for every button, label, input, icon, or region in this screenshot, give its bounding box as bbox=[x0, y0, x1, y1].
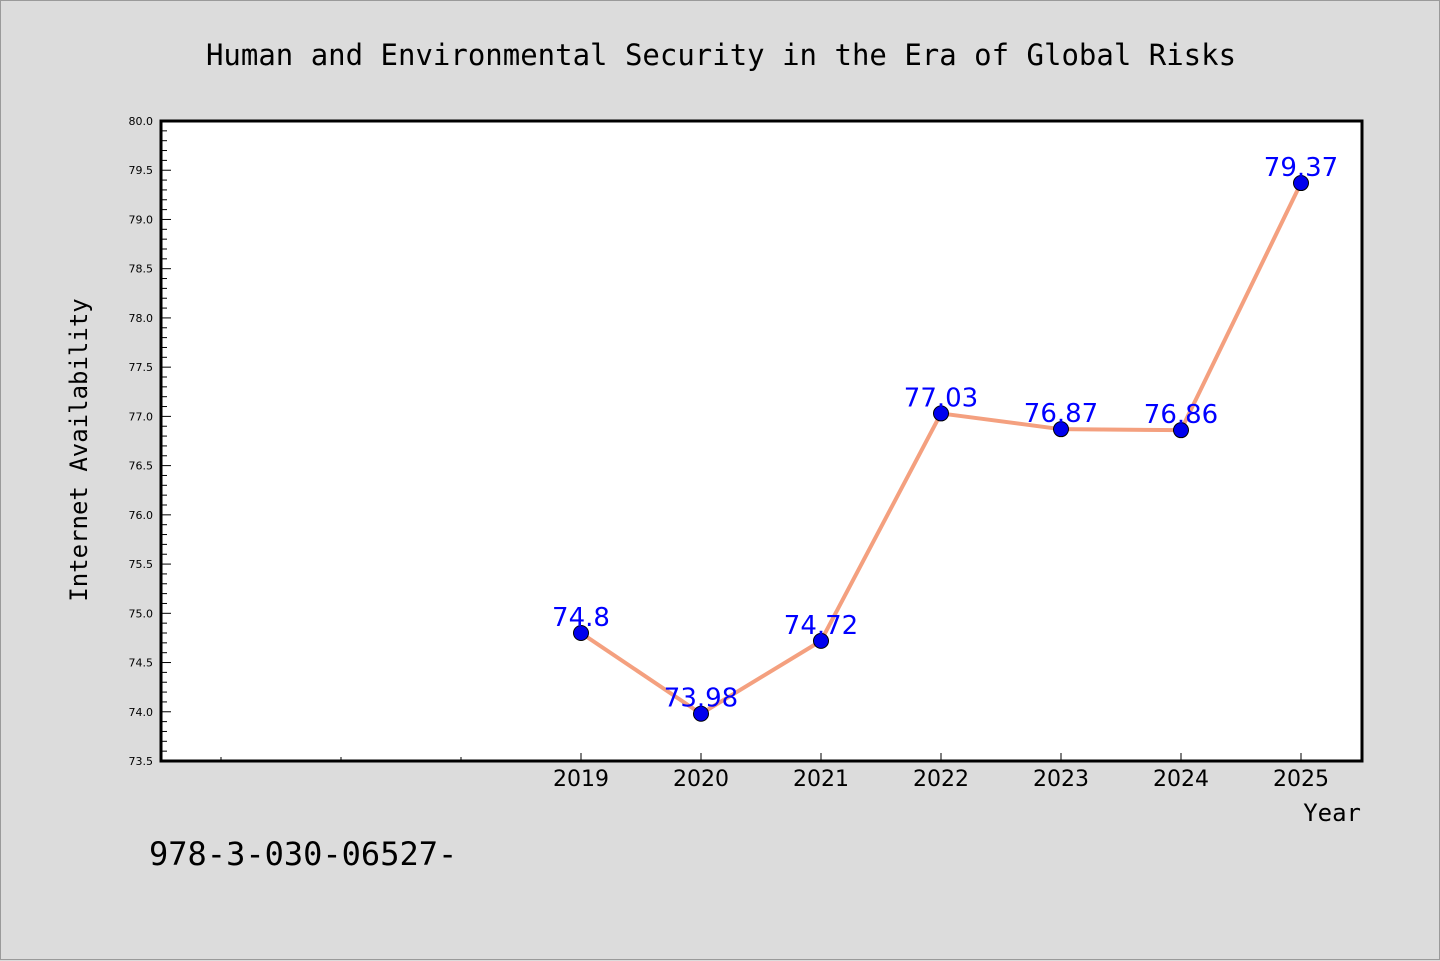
y-tick-label: 77.5 bbox=[129, 361, 154, 374]
y-tick-label: 75.5 bbox=[129, 558, 154, 571]
data-point bbox=[813, 632, 829, 649]
data-point bbox=[693, 705, 709, 722]
footer-text: 978-3-030-06527- bbox=[149, 835, 457, 873]
x-tick-label: 2024 bbox=[1153, 767, 1209, 792]
data-label: 76.86 bbox=[1144, 400, 1218, 430]
data-label: 74.72 bbox=[784, 611, 858, 641]
x-tick-label: 2022 bbox=[913, 767, 969, 792]
data-label: 74.8 bbox=[552, 603, 610, 633]
y-tick-label: 79.5 bbox=[129, 164, 154, 177]
x-tick-label: 2019 bbox=[553, 767, 609, 792]
x-tick-label: 2021 bbox=[793, 767, 849, 792]
y-axis-label: Internet Availability bbox=[65, 298, 93, 601]
y-tick-label: 76.5 bbox=[129, 460, 154, 473]
data-point bbox=[933, 405, 949, 422]
y-tick-label: 79.0 bbox=[129, 213, 154, 226]
data-label: 77.03 bbox=[904, 383, 978, 413]
chart-title: Human and Environmental Security in the … bbox=[206, 38, 1236, 72]
x-tick-label: 2023 bbox=[1033, 767, 1089, 792]
y-tick-label: 76.0 bbox=[129, 509, 154, 522]
x-axis-label: Year bbox=[1303, 799, 1361, 827]
data-point bbox=[1173, 422, 1189, 439]
y-tick-label: 73.5 bbox=[129, 755, 154, 768]
data-point bbox=[1053, 421, 1069, 438]
y-tick-label: 75.0 bbox=[129, 607, 154, 620]
x-tick-label: 2020 bbox=[673, 767, 729, 792]
data-point bbox=[573, 625, 589, 641]
y-tick-label: 80.0 bbox=[129, 115, 154, 128]
y-tick-label: 74.5 bbox=[129, 657, 154, 670]
data-label: 79.37 bbox=[1264, 153, 1338, 183]
y-tick-label: 74.0 bbox=[129, 706, 154, 719]
x-axis: 2019 2020 2021 2022 2023 2024 2025 bbox=[220, 753, 1329, 792]
plot-area bbox=[159, 119, 1364, 763]
x-tick-label: 2025 bbox=[1273, 767, 1329, 792]
y-axis: 73.5 74.0 74.5 75.0 75.5 76.0 76.5 77.0 77.5 78.0… bbox=[129, 115, 171, 768]
y-tick-label: 78.5 bbox=[129, 263, 154, 276]
y-tick-label: 78.0 bbox=[129, 312, 154, 325]
series-layer: 74.8 73.98 74.72 77.03 76.87 76.86 79.37 bbox=[552, 153, 1338, 722]
data-label: 73.98 bbox=[664, 684, 738, 714]
data-point bbox=[1293, 175, 1309, 192]
y-tick-label: 77.0 bbox=[129, 410, 154, 423]
data-label: 76.87 bbox=[1024, 399, 1098, 429]
